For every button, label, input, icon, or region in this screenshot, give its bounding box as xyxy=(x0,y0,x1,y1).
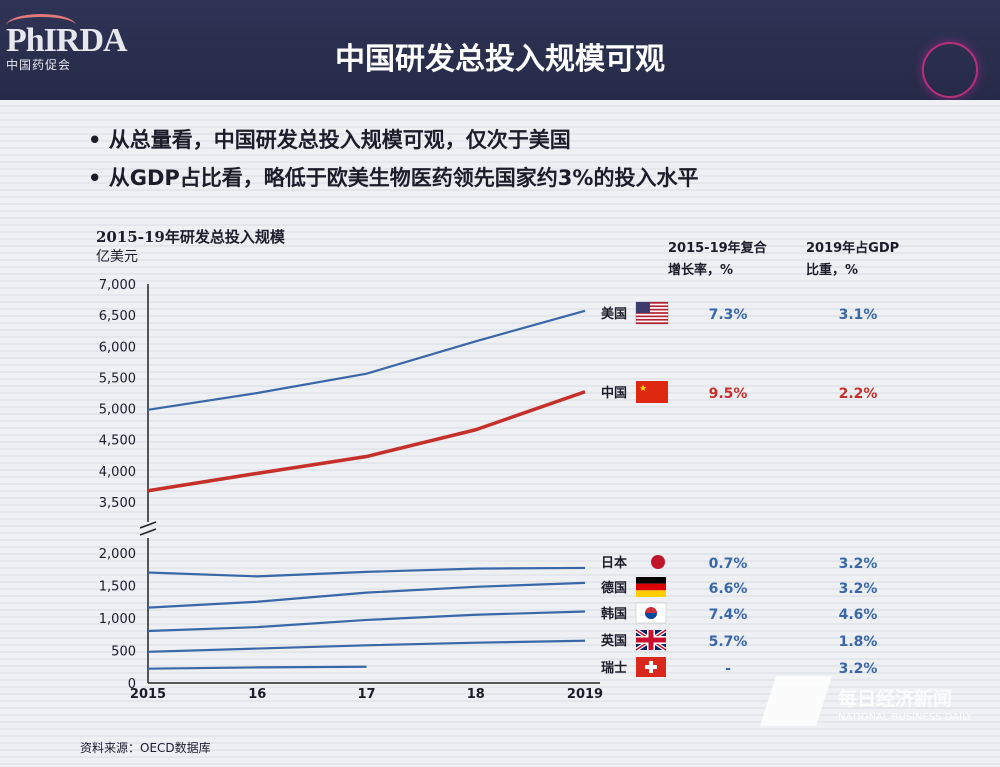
cagr-header-line: 增长率，% xyxy=(668,263,734,278)
axis-break-mark xyxy=(139,528,157,536)
china-flag-star: ★ xyxy=(639,384,647,394)
bullet-item: • 从GDP占比看，略低于欧美生物医药领先国家约3%的投入水平 xyxy=(88,166,699,190)
uk-flag-cross-red xyxy=(636,637,666,643)
series-label: 瑞士 xyxy=(601,660,627,676)
y-axis-unit: 亿美元 xyxy=(96,249,138,265)
series-line-germany xyxy=(147,581,586,609)
cagr-value: 9.5% xyxy=(709,386,748,402)
cagr-value: 6.6% xyxy=(709,581,748,597)
korea-flag-taeguk-lower xyxy=(645,613,657,619)
series-line-japan xyxy=(147,566,586,578)
series-line-china xyxy=(147,390,586,493)
watermark: 每日经济新闻 NATIONAL BUSINESS DAILY xyxy=(759,676,998,728)
bullet-list: • 从总量看，中国研发总投入规模可观，仅次于美国 • 从GDP占比看，略低于欧美… xyxy=(88,124,698,200)
gdp-header-line: 比重，% xyxy=(806,263,859,278)
logo-arc-icon xyxy=(6,14,76,37)
x-tick-label: 2015 xyxy=(130,687,166,702)
series-label: 中国 xyxy=(601,385,627,401)
us-flag-stripe xyxy=(636,322,668,324)
watermark-logo-icon xyxy=(759,676,833,726)
series-line-korea xyxy=(147,610,586,633)
y-tick-label: 4,500 xyxy=(99,434,136,449)
y-tick-label: 5,000 xyxy=(99,403,136,418)
germany-flag-stripe xyxy=(636,590,666,597)
phirda-logo: PhIRDA 中国药促会 xyxy=(6,14,128,73)
series-line-us xyxy=(147,309,586,411)
x-tick-label: 18 xyxy=(467,687,485,702)
axis-break-mark xyxy=(139,521,157,529)
gdp-share-value: 3.2% xyxy=(839,556,878,572)
series-label: 德国 xyxy=(601,580,627,596)
y-tick-label: 6,500 xyxy=(99,309,136,324)
us-flag-canton xyxy=(636,302,650,313)
germany-flag-stripe xyxy=(636,583,666,591)
us-flag-stripe xyxy=(636,318,668,321)
x-tick-label: 2019 xyxy=(567,687,603,702)
bullet-item: • 从总量看，中国研发总投入规模可观，仅次于美国 xyxy=(88,128,571,152)
watermark-cn: 每日经济新闻 xyxy=(838,688,953,710)
gdp-share-value: 4.6% xyxy=(839,607,878,623)
gdp-share-value: 1.8% xyxy=(839,634,878,650)
gdp-share-value: 3.2% xyxy=(839,661,878,677)
us-flag-stripe xyxy=(636,308,668,311)
y-tick-label: 500 xyxy=(111,645,136,660)
switzerland-flag-cross xyxy=(645,665,657,669)
gdp-header-line: 2019年占GDP xyxy=(806,241,900,256)
y-tick-label: 4,000 xyxy=(99,465,136,480)
slide-header: PhIRDA 中国药促会 中国研发总投入规模可观 xyxy=(0,0,1000,100)
y-tick-label: 3,500 xyxy=(99,496,136,511)
cagr-column-header: 2015-19年复合 增长率，% xyxy=(668,238,767,282)
x-tick-label: 16 xyxy=(248,687,266,702)
source-note: 资料来源：OECD数据库 xyxy=(80,741,211,755)
us-flag-stripe xyxy=(636,315,668,318)
cagr-value: - xyxy=(725,661,731,677)
cagr-header-line: 2015-19年复合 xyxy=(668,241,767,256)
series-line-uk xyxy=(147,639,586,653)
gdp-column-header: 2019年占GDP 比重，% xyxy=(806,238,899,282)
series-line-switzerland xyxy=(147,665,367,670)
y-tick-label: 2,000 xyxy=(99,547,136,562)
series-label: 韩国 xyxy=(601,606,627,622)
watermark-en: NATIONAL BUSINESS DAILY xyxy=(838,712,973,723)
logo-subtext: 中国药促会 xyxy=(6,58,72,72)
china-flag-icon xyxy=(636,381,668,403)
series-label: 英国 xyxy=(600,633,627,649)
y-tick-label: 5,500 xyxy=(99,371,136,386)
y-tick-label: 1,000 xyxy=(99,612,136,627)
cagr-value: 5.7% xyxy=(709,634,748,650)
cagr-value: 0.7% xyxy=(709,556,748,572)
cagr-value: 7.3% xyxy=(709,307,748,323)
y-tick-label: 0 xyxy=(128,677,136,692)
globe-icon xyxy=(922,42,978,98)
slide-body xyxy=(0,100,1000,767)
japan-flag-icon xyxy=(651,555,665,569)
x-tick-label: 17 xyxy=(357,687,375,702)
us-flag-stripe xyxy=(636,305,668,308)
y-tick-label: 6,000 xyxy=(99,340,136,355)
chart-title: 2015-19年研发总投入规模 xyxy=(96,228,285,246)
germany-flag-icon xyxy=(636,577,666,584)
gdp-share-value: 2.2% xyxy=(839,386,878,402)
y-tick-label: 7,000 xyxy=(99,278,136,293)
series-label: 日本 xyxy=(601,555,627,571)
slide-title: 中国研发总投入规模可观 xyxy=(335,42,665,77)
gdp-share-value: 3.2% xyxy=(839,581,878,597)
cagr-value: 7.4% xyxy=(709,607,748,623)
us-flag-stripe xyxy=(636,312,668,314)
us-flag-stripe xyxy=(636,302,668,304)
gdp-share-value: 3.1% xyxy=(839,307,878,323)
series-label: 美国 xyxy=(601,306,627,322)
y-tick-label: 1,500 xyxy=(99,580,136,595)
